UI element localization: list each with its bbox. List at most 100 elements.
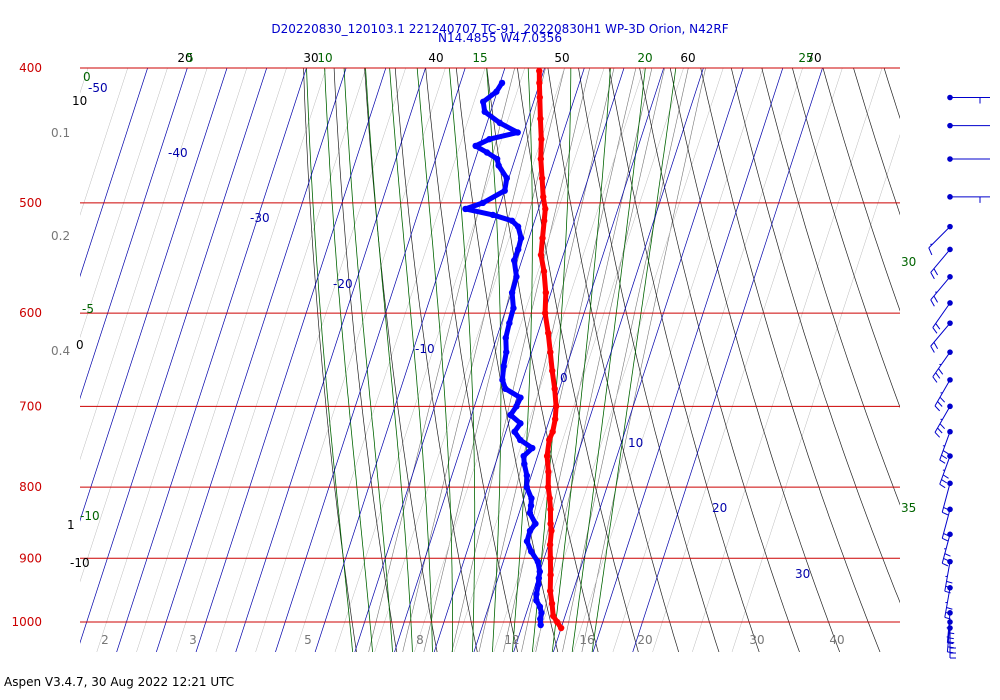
dewpoint-point xyxy=(536,568,543,575)
wind-barb-flag xyxy=(942,537,949,542)
temperature-point xyxy=(551,415,559,423)
wind-barb xyxy=(941,480,953,516)
pressure-tick-label: 700 xyxy=(19,399,42,413)
wind-barb xyxy=(947,94,990,104)
reference-line xyxy=(652,68,843,652)
wind-barb-flag xyxy=(934,405,941,412)
moist-adiabat-label: 0 xyxy=(83,70,91,84)
isotherm-line xyxy=(80,68,228,522)
moist-adiabat-line xyxy=(591,68,677,652)
reference-line xyxy=(175,68,367,652)
isotherm-label: -40 xyxy=(168,146,188,160)
wind-barb xyxy=(947,156,990,162)
axis-labels: 4005006007008009001000-50-40-30-20-10010… xyxy=(11,51,916,647)
dewpoint-point xyxy=(510,257,518,264)
mixing-ratio-label: 40 xyxy=(829,633,844,647)
footer-text: Aspen V3.4.7, 30 Aug 2022 12:21 UTC xyxy=(4,675,235,689)
temperature-profile xyxy=(536,68,565,632)
top-axis-label: 30 xyxy=(303,51,318,65)
moist-adiabat-line xyxy=(306,68,354,652)
dewpoint-point xyxy=(536,603,544,610)
dewpoint-point xyxy=(501,187,508,194)
top-axis-label: 20 xyxy=(177,51,192,65)
chart-title: D20220830_120103.1 221240707 TC-91, 2022… xyxy=(271,22,729,36)
mixing-ratio-axis-label: 0.1 xyxy=(51,126,70,140)
mixing-ratio-line xyxy=(368,68,516,652)
reference-line xyxy=(612,68,803,652)
dry-adiabat-line xyxy=(905,37,1000,657)
temperature-point xyxy=(549,428,556,435)
temperature-point xyxy=(542,205,549,213)
dewpoint-point xyxy=(508,289,516,296)
wind-barb-flag xyxy=(946,607,953,610)
temperature-point xyxy=(547,520,554,527)
isotherm-label: 10 xyxy=(628,436,643,450)
dry-adiabat-line xyxy=(608,68,760,652)
temperature-point xyxy=(544,483,552,491)
dewpoint-point xyxy=(481,108,488,115)
wind-barb-flag xyxy=(941,479,948,484)
wind-barb xyxy=(939,453,953,489)
dry-adiabat-label: 10 xyxy=(72,94,87,108)
wind-barb-flag xyxy=(942,562,949,567)
wind-barb-flag xyxy=(939,459,946,464)
wind-barb xyxy=(934,377,953,412)
dewpoint-point xyxy=(526,527,534,535)
temperature-point xyxy=(536,79,543,87)
mixing-ratio-line xyxy=(562,68,689,652)
mixing-ratio-axis-label: 0.4 xyxy=(51,344,70,358)
isotherm-line xyxy=(80,68,268,644)
dewpoint-line xyxy=(463,80,544,628)
temperature-point xyxy=(546,541,554,548)
mixing-ratio-line xyxy=(581,68,706,652)
isotherm-line xyxy=(80,68,188,400)
moist-adiabat-label: 15 xyxy=(472,51,487,65)
dewpoint-point xyxy=(479,98,487,106)
wind-barb-flag xyxy=(935,372,941,379)
temperature-point xyxy=(546,436,553,444)
temperature-point xyxy=(547,571,554,579)
reference-line xyxy=(96,68,287,652)
temperature-point xyxy=(553,618,561,626)
temperature-point xyxy=(538,136,545,143)
moist-adiabat-line xyxy=(416,68,453,652)
dewpoint-point xyxy=(502,334,509,342)
wind-barb-flag xyxy=(939,423,946,430)
moist-adiabat-line xyxy=(511,68,533,652)
dewpoint-point xyxy=(472,142,479,150)
reference-line xyxy=(80,68,248,583)
temperature-point xyxy=(542,289,550,296)
wind-barb-flag xyxy=(942,450,949,455)
dewpoint-point xyxy=(515,246,522,253)
wind-barb-staff xyxy=(930,249,951,273)
wind-barb-flag xyxy=(941,454,948,460)
temperature-point xyxy=(549,612,557,620)
isotherm-line xyxy=(632,68,823,652)
isotherm-line xyxy=(433,68,625,652)
dewpoint-point xyxy=(517,420,524,427)
dewpoint-point xyxy=(502,385,509,393)
dewpoint-point xyxy=(503,348,510,356)
wind-barb-flag xyxy=(932,327,938,334)
wind-barb xyxy=(930,274,953,307)
dry-adiabat-label: -10 xyxy=(70,556,90,570)
dewpoint-point xyxy=(510,304,517,312)
dry-adiabat-line xyxy=(333,68,398,652)
mixing-ratio-line xyxy=(402,68,546,652)
temperature-point xyxy=(540,268,548,275)
isotherm-line xyxy=(513,68,704,652)
dry-adiabat-label: 1 xyxy=(67,518,75,532)
dry-adiabat-line xyxy=(853,68,900,216)
isotherm-label: 0 xyxy=(560,371,568,385)
temperature-point xyxy=(548,527,555,535)
dewpoint-point xyxy=(514,223,522,230)
dewpoint-point xyxy=(523,538,531,545)
isotherm-line xyxy=(195,68,387,652)
wind-barb-flag xyxy=(948,641,955,644)
wind-barb-flag xyxy=(946,580,953,584)
dewpoint-point xyxy=(483,149,491,156)
dry-adiabat-line xyxy=(517,68,639,652)
mixing-ratio-line xyxy=(451,68,591,652)
reference-line xyxy=(136,68,327,652)
dewpoint-point xyxy=(517,234,525,242)
